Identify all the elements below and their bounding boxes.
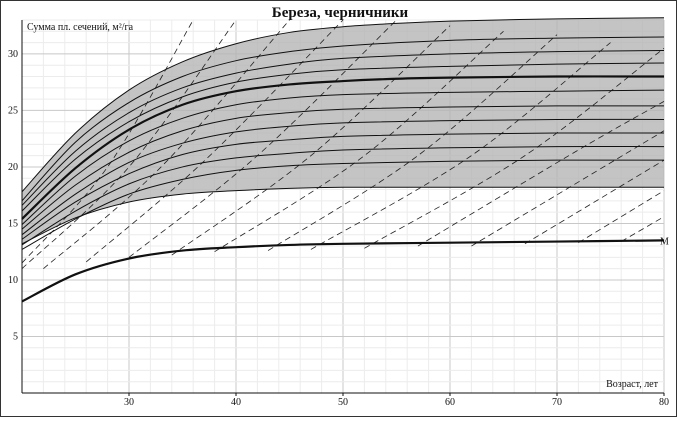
y-tick-label: 20 bbox=[8, 162, 18, 173]
curve-thin bbox=[21, 89, 665, 225]
dashed-line bbox=[417, 101, 665, 247]
curve-thin bbox=[21, 50, 665, 206]
x-axis-label: Возраст, лет bbox=[606, 379, 659, 390]
curve-thin bbox=[21, 105, 665, 230]
dashed-line bbox=[471, 130, 665, 247]
curve-thin bbox=[21, 62, 665, 212]
dashed-line bbox=[267, 34, 558, 251]
y-tick-label: 10 bbox=[8, 275, 18, 286]
dashed-line bbox=[21, 19, 237, 269]
dashed-line bbox=[21, 19, 194, 264]
x-tick-label: 40 bbox=[231, 397, 241, 408]
dashed-line bbox=[85, 19, 344, 263]
curve-average-bold bbox=[21, 75, 665, 220]
dashed-line bbox=[43, 19, 290, 269]
curve-thin bbox=[21, 146, 665, 246]
curve-thin bbox=[21, 36, 665, 202]
dashed-line bbox=[578, 190, 665, 244]
curve-upper-envelope bbox=[21, 17, 665, 193]
growth-curves: M bbox=[21, 17, 669, 303]
dashed-line bbox=[310, 42, 611, 250]
y-tick-label: 30 bbox=[8, 49, 18, 60]
curve-lower-envelope bbox=[21, 186, 664, 245]
dashed-line bbox=[364, 47, 665, 249]
x-tick-label: 50 bbox=[338, 397, 348, 408]
x-tick-label: 80 bbox=[659, 397, 669, 408]
x-tick-label: 60 bbox=[445, 397, 455, 408]
curve-reference-bold bbox=[21, 239, 665, 303]
y-tick-label: 5 bbox=[13, 331, 18, 342]
tick-labels: 30 40 50 60 70 80 5 10 15 20 25 30 bbox=[8, 49, 669, 408]
curve-thin bbox=[21, 159, 665, 250]
curve-thin bbox=[21, 132, 665, 240]
dashed-line bbox=[214, 31, 504, 253]
x-tick-label: 30 bbox=[124, 397, 134, 408]
x-tick-label: 70 bbox=[552, 397, 562, 408]
y-axis-label: Сумма пл. сечений, м²/га bbox=[27, 22, 134, 33]
curve-thin bbox=[21, 118, 665, 236]
dashed-line bbox=[524, 159, 665, 245]
dashed-line bbox=[620, 216, 665, 242]
series-label: M bbox=[660, 236, 669, 247]
dashed-line bbox=[171, 25, 451, 256]
y-tick-label: 15 bbox=[8, 218, 18, 229]
y-tick-label: 25 bbox=[8, 105, 18, 116]
chart-title: Береза, черничники bbox=[272, 5, 409, 21]
